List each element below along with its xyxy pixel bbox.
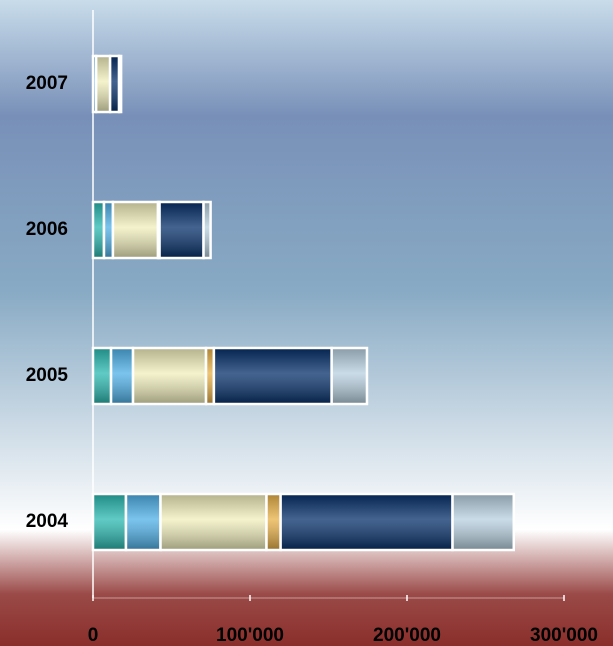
x-tick-label: 100'000 xyxy=(216,625,284,646)
bar-shade xyxy=(279,492,454,552)
bar-shade xyxy=(124,492,162,552)
x-tick-label: 200'000 xyxy=(373,625,441,646)
y-tick-label: 2006 xyxy=(26,219,68,240)
bar-shade xyxy=(108,54,121,114)
x-tick-label: 300'000 xyxy=(530,625,598,646)
bar-shade xyxy=(158,200,205,260)
bar-shade xyxy=(131,346,208,406)
bar-shade xyxy=(212,346,333,406)
bar-shade xyxy=(330,346,369,406)
bar-shade xyxy=(451,492,516,552)
bar-shade xyxy=(91,200,106,260)
bar-shade xyxy=(109,346,135,406)
x-tick-label: 0 xyxy=(88,625,99,646)
bar-shade xyxy=(102,200,115,260)
y-tick-label: 2007 xyxy=(26,73,68,94)
bar-shade xyxy=(117,54,123,114)
bar-shade xyxy=(94,54,112,114)
y-tick-label: 2004 xyxy=(26,511,69,532)
bar-shade xyxy=(265,492,282,552)
bar-shade xyxy=(91,346,113,406)
y-tick-label: 2005 xyxy=(26,365,69,386)
bar-shade xyxy=(111,200,160,260)
bar-shade xyxy=(91,492,128,552)
bar-shade xyxy=(202,200,212,260)
bar-shade xyxy=(159,492,268,552)
